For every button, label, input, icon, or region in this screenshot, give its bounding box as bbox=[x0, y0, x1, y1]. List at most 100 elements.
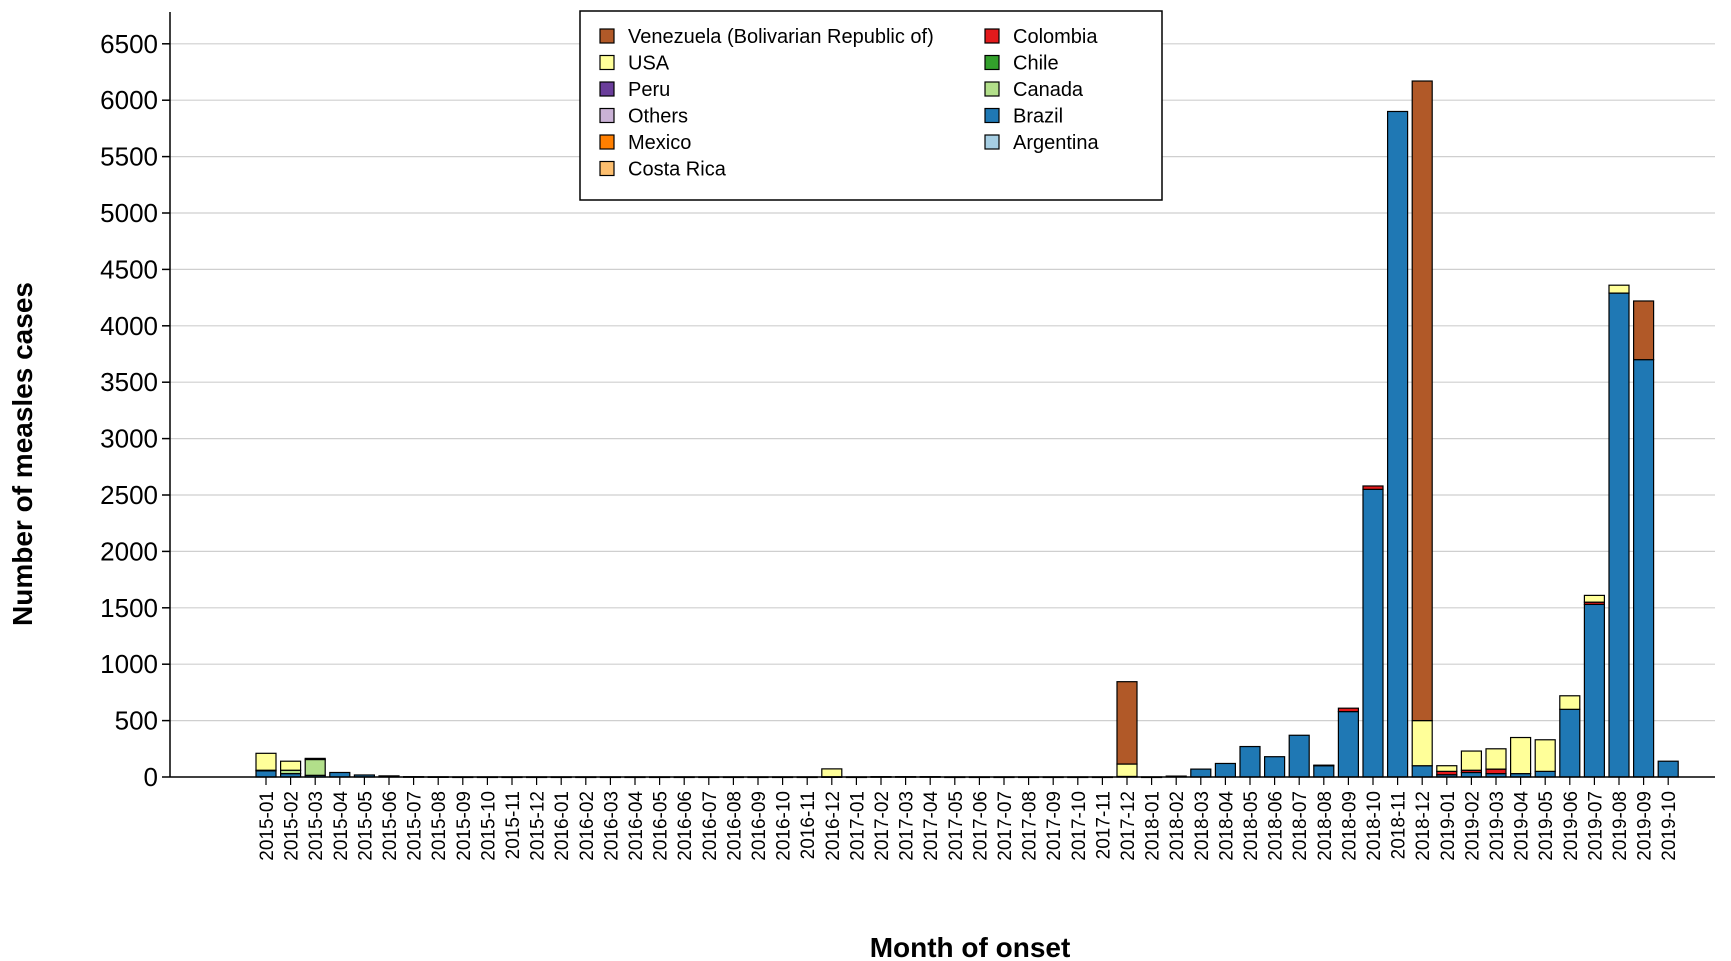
x-tick-label: 2015-04 bbox=[331, 791, 352, 861]
x-tick-label: 2015-06 bbox=[380, 791, 401, 861]
legend-label: Brazil bbox=[1013, 106, 1063, 128]
y-tick-label: 1000 bbox=[100, 649, 158, 679]
x-tick-label: 2016-06 bbox=[675, 791, 696, 861]
y-tick-label: 2000 bbox=[100, 536, 158, 566]
x-tick-label: 2016-03 bbox=[601, 791, 622, 861]
x-tick-label: 2019-01 bbox=[1438, 791, 1459, 861]
bar-segment bbox=[280, 760, 302, 771]
x-tick-label: 2016-08 bbox=[724, 791, 745, 861]
x-tick-label: 2017-12 bbox=[1118, 791, 1139, 861]
legend-swatch bbox=[599, 160, 615, 177]
bar-segment bbox=[1337, 707, 1360, 713]
bar-segment bbox=[1485, 748, 1507, 770]
bar-segment bbox=[1657, 760, 1679, 778]
y-tick-label: 500 bbox=[115, 706, 158, 736]
x-tick-label: 2017-02 bbox=[872, 791, 893, 861]
x-tick-label: 2017-01 bbox=[847, 791, 868, 861]
x-tick-label: 2018-08 bbox=[1315, 791, 1336, 861]
x-axis-title: Month of onset bbox=[870, 932, 1071, 961]
bar-segment bbox=[1263, 756, 1286, 778]
x-tick-label: 2017-06 bbox=[970, 791, 991, 861]
x-tick-label: 2017-11 bbox=[1093, 791, 1114, 859]
bar-segment bbox=[255, 770, 277, 778]
legend-label: Mexico bbox=[628, 132, 691, 154]
x-tick-label: 2018-05 bbox=[1241, 791, 1262, 861]
bar-segment bbox=[1214, 762, 1237, 778]
x-tick-label: 2018-06 bbox=[1266, 791, 1287, 861]
y-tick-label: 5000 bbox=[100, 198, 158, 228]
bar-segment bbox=[1534, 770, 1556, 778]
x-tick-label: 2017-05 bbox=[946, 791, 967, 861]
bar-segment bbox=[1411, 719, 1433, 767]
bar-segment bbox=[1116, 763, 1138, 778]
bar-segment bbox=[1608, 284, 1630, 294]
x-tick-label: 2016-04 bbox=[626, 791, 647, 861]
x-tick-label: 2015-02 bbox=[282, 791, 303, 861]
x-tick-label: 2019-06 bbox=[1561, 791, 1582, 861]
bar-segment bbox=[821, 768, 843, 778]
x-tick-label: 2019-03 bbox=[1487, 791, 1508, 861]
x-tick-label: 2016-07 bbox=[700, 791, 721, 861]
y-tick-label: 3500 bbox=[100, 367, 158, 397]
x-tick-label: 2016-12 bbox=[823, 791, 844, 861]
legend-swatch bbox=[984, 28, 1000, 44]
legend-swatch bbox=[599, 54, 615, 71]
bar-segment bbox=[1362, 485, 1384, 490]
bar-segment bbox=[1559, 695, 1581, 710]
x-tick-label: 2018-01 bbox=[1143, 791, 1164, 861]
x-tick-label: 2016-05 bbox=[651, 791, 672, 861]
y-tick-label: 2500 bbox=[100, 480, 158, 510]
y-tick-label: 5500 bbox=[100, 142, 158, 172]
x-tick-label: 2017-10 bbox=[1069, 791, 1090, 861]
x-tick-label: 2015-10 bbox=[478, 791, 499, 861]
legend-label: Costa Rica bbox=[628, 159, 727, 181]
bar-segment bbox=[1411, 80, 1433, 722]
x-tick-label: 2018-09 bbox=[1339, 791, 1360, 861]
legend-label: Argentina bbox=[1013, 132, 1099, 154]
x-tick-label: 2018-12 bbox=[1413, 791, 1434, 861]
x-tick-label: 2019-10 bbox=[1659, 791, 1680, 861]
legend-swatch bbox=[599, 107, 615, 124]
x-tick-label: 2016-11 bbox=[798, 791, 819, 859]
x-tick-label: 2018-02 bbox=[1167, 791, 1188, 861]
y-tick-label: 1500 bbox=[100, 593, 158, 623]
x-tick-label: 2019-07 bbox=[1585, 791, 1606, 861]
x-tick-label: 2016-02 bbox=[577, 791, 598, 861]
legend-swatch bbox=[599, 28, 615, 44]
bar-segment bbox=[1288, 734, 1310, 778]
x-tick-label: 2015-08 bbox=[429, 791, 450, 861]
x-tick-label: 2019-08 bbox=[1610, 791, 1631, 861]
legend-label: Canada bbox=[1013, 79, 1084, 101]
legend-label: Peru bbox=[628, 79, 670, 101]
bar-segment bbox=[1190, 768, 1212, 778]
x-tick-label: 2017-09 bbox=[1044, 791, 1065, 861]
bar-segment bbox=[1583, 603, 1606, 778]
legend-label: Others bbox=[628, 106, 688, 128]
legend-box bbox=[579, 10, 1163, 201]
legend-swatch bbox=[599, 81, 615, 97]
legend-swatch bbox=[984, 107, 1000, 124]
bar-segment bbox=[1362, 488, 1384, 778]
y-tick-label: 4500 bbox=[100, 254, 158, 284]
bar-segment bbox=[1411, 765, 1433, 778]
x-tick-label: 2015-01 bbox=[257, 791, 278, 861]
x-tick-label: 2017-03 bbox=[897, 791, 918, 861]
x-tick-label: 2016-09 bbox=[749, 791, 770, 861]
x-tick-label: 2015-09 bbox=[454, 791, 475, 861]
y-tick-label: 6500 bbox=[100, 29, 158, 59]
bar-segment bbox=[1632, 359, 1655, 778]
x-tick-label: 2017-08 bbox=[1020, 791, 1041, 861]
y-axis-title: Number of measles cases bbox=[7, 282, 38, 626]
legend-label: Venezuela (Bolivarian Republic of) bbox=[628, 26, 934, 48]
x-tick-label: 2015-12 bbox=[528, 791, 549, 861]
y-tick-label: 4000 bbox=[100, 311, 158, 341]
legend-label: Chile bbox=[1013, 53, 1059, 75]
legend-swatch bbox=[984, 81, 1000, 97]
legend-swatch bbox=[984, 134, 1000, 150]
legend-label: Colombia bbox=[1013, 26, 1098, 48]
x-tick-label: 2019-04 bbox=[1512, 791, 1533, 861]
x-tick-label: 2016-10 bbox=[774, 791, 795, 861]
x-tick-label: 2018-11 bbox=[1389, 791, 1410, 859]
bar-segment bbox=[1583, 594, 1606, 603]
